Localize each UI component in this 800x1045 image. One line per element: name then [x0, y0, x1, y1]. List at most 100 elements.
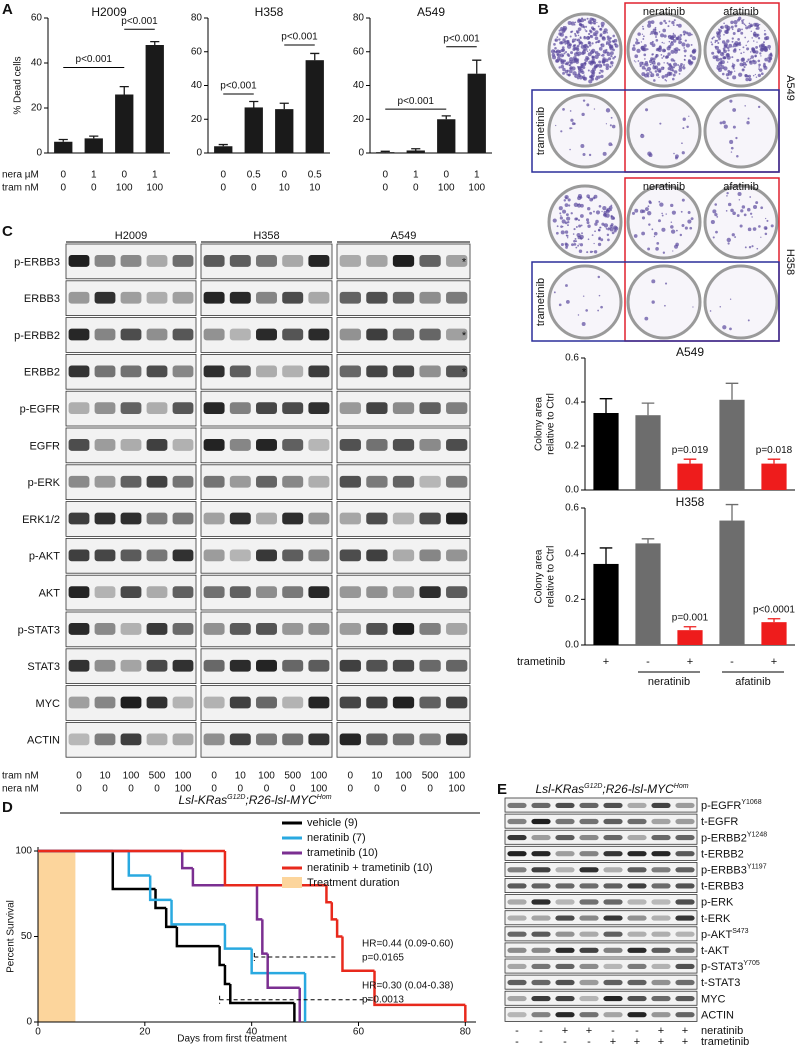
- column-label: afatinib: [723, 6, 758, 18]
- blot-band: [308, 623, 330, 635]
- colony: [646, 66, 652, 72]
- colony: [574, 21, 577, 24]
- blot-band: [446, 328, 468, 341]
- blot-band: [419, 328, 441, 341]
- blot-band: [339, 659, 361, 672]
- blot-band: [68, 402, 90, 415]
- colony: [744, 246, 747, 249]
- colony: [559, 212, 562, 215]
- colony: [587, 224, 591, 228]
- blot-band: [339, 512, 361, 525]
- blot-band: [256, 291, 277, 304]
- colony: [564, 35, 568, 39]
- bar: [719, 520, 745, 645]
- colony: [598, 236, 602, 240]
- blot-band: [507, 867, 527, 873]
- colony: [723, 66, 728, 71]
- error-bar: [441, 115, 451, 120]
- colony: [672, 73, 676, 77]
- chart-title: A549: [676, 345, 704, 359]
- colony: [686, 125, 689, 129]
- colony: [605, 63, 610, 68]
- colony: [726, 46, 730, 50]
- colony: [664, 79, 667, 81]
- colony: [584, 43, 588, 48]
- blot-band: [603, 979, 623, 986]
- colony: [635, 41, 639, 45]
- blot-band: [68, 586, 90, 599]
- blot-band: [146, 586, 168, 599]
- blot-box: [504, 894, 698, 910]
- colony: [642, 38, 645, 40]
- colony: [755, 45, 759, 49]
- km-step: [127, 851, 151, 877]
- blot-band: [203, 439, 225, 451]
- colony: [729, 327, 732, 331]
- blot-note: *: [462, 367, 467, 379]
- colony: [726, 195, 728, 197]
- colony: [561, 46, 565, 49]
- colony: [578, 224, 582, 228]
- blot-band: [446, 733, 468, 746]
- condition-value: 100: [175, 784, 192, 795]
- colony: [644, 58, 646, 60]
- y-tick-label: 0: [358, 148, 364, 159]
- colony: [748, 22, 751, 25]
- colony: [659, 122, 662, 125]
- condition-label: tram nM: [2, 771, 39, 782]
- colony: [602, 57, 606, 61]
- colony: [742, 46, 745, 49]
- colony: [675, 229, 678, 232]
- cell-line-header: H358: [253, 230, 279, 242]
- colony: [725, 73, 730, 77]
- colony: [641, 231, 646, 236]
- condition-value: 0: [374, 784, 380, 795]
- plate: [703, 93, 779, 169]
- condition-value: 10: [235, 771, 247, 782]
- blot-box: [504, 974, 698, 990]
- colony: [598, 60, 602, 64]
- y-axis-label: Colony area: [534, 397, 545, 451]
- colony: [555, 59, 560, 63]
- cell-line-label: A549: [784, 75, 796, 101]
- blot-band: [507, 818, 527, 825]
- error-bar: [279, 102, 289, 110]
- plate: [547, 264, 623, 340]
- legend-label: vehicle (9): [307, 817, 358, 829]
- blot-band: [675, 818, 695, 825]
- blot-band: [68, 659, 90, 672]
- colony: [567, 224, 569, 227]
- blot-band: [555, 883, 575, 889]
- colony: [555, 231, 559, 235]
- colony: [755, 201, 759, 205]
- colony: [712, 209, 717, 214]
- colony: [756, 26, 760, 30]
- blot-band: [603, 883, 623, 889]
- colony: [601, 24, 604, 28]
- colony: [709, 310, 712, 312]
- colony: [571, 59, 576, 64]
- colony: [559, 216, 563, 220]
- colony: [725, 210, 728, 212]
- colony: [756, 247, 759, 250]
- blot-band: [579, 835, 599, 841]
- colony: [673, 70, 678, 74]
- colony: [595, 219, 599, 224]
- colony: [710, 219, 715, 225]
- colony: [583, 27, 585, 29]
- error-bar: [119, 85, 129, 95]
- colony: [670, 58, 674, 62]
- x-row-sign: -: [730, 656, 734, 668]
- blot-band: [256, 475, 277, 488]
- blot-band: [627, 802, 647, 808]
- colony: [585, 25, 588, 28]
- colony: [714, 212, 718, 217]
- blot-band: [94, 365, 116, 378]
- blot-band: [603, 851, 623, 857]
- condition-value: 0: [76, 784, 82, 795]
- colony: [679, 34, 683, 37]
- blot-band: [120, 328, 142, 341]
- colony: [729, 298, 732, 300]
- colony: [732, 67, 735, 70]
- blot-band: [579, 851, 599, 857]
